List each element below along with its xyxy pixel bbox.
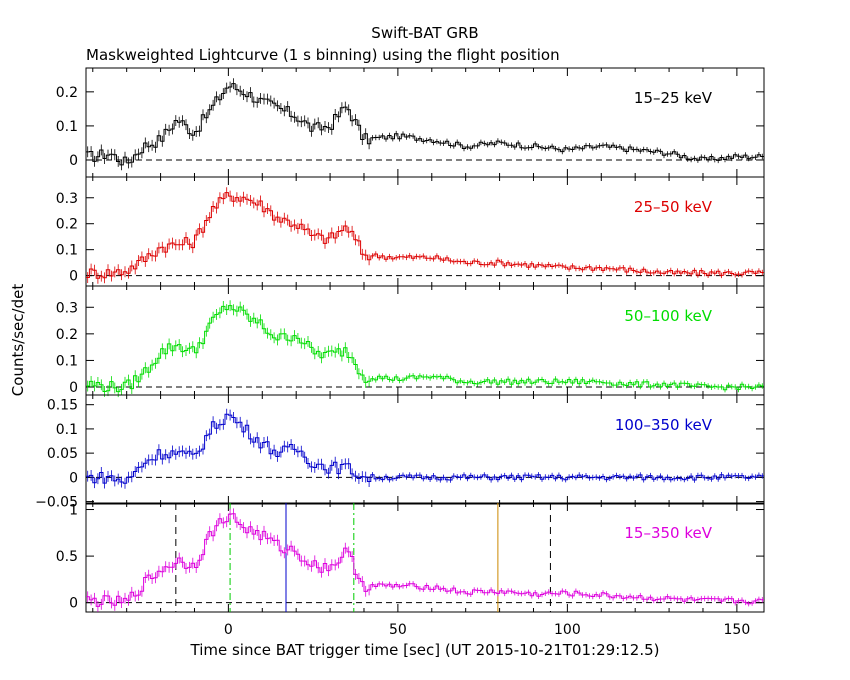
panel-5: 0 0.5 1 15–350 keV [56, 502, 765, 613]
band-label: 100–350 keV [615, 416, 713, 434]
y-tick-label: 0.2 [56, 327, 78, 343]
y-tick-label: 0 [69, 269, 78, 285]
panel-4: −0.05 0 0.05 0.1 0.15 100–350 keV [35, 394, 765, 511]
series-line [86, 83, 764, 166]
series-line [86, 513, 764, 607]
x-axis-label: Time since BAT trigger time [sec] (UT 20… [190, 641, 660, 659]
panel-frame [85, 67, 765, 178]
y-tick-label: 0.3 [56, 191, 78, 207]
band-label: 50–100 keV [624, 307, 712, 325]
y-tick-label: 0.15 [47, 398, 78, 414]
y-tick-label: 0 [69, 380, 78, 396]
y-tick-label: 0.1 [56, 353, 78, 369]
band-label: 15–25 keV [634, 89, 713, 107]
x-tick-label: 150 [724, 622, 751, 638]
panel-frame [85, 176, 765, 287]
y-tick-label: 0.1 [56, 422, 78, 438]
y-tick-label: 0.2 [56, 217, 78, 233]
y-tick-label: 0.3 [56, 300, 78, 316]
y-tick-label: 0.1 [56, 243, 78, 259]
chart-title: Swift-BAT GRB [371, 24, 478, 42]
chart-subtitle: Maskweighted Lightcurve (1 s binning) us… [86, 46, 560, 64]
x-tick-label: 0 [224, 622, 233, 638]
y-tick-label: 0.5 [56, 549, 78, 565]
x-tick-label: 50 [389, 622, 407, 638]
y-tick-label: 0.2 [56, 85, 78, 101]
y-tick-label: 0 [69, 153, 78, 169]
panel-frame [85, 285, 765, 396]
x-tick-labels: 0 50 100 150 [224, 622, 750, 638]
panel-1: 0 0.1 0.2 15–25 keV [56, 67, 765, 178]
band-label: 15–350 keV [624, 524, 712, 542]
series-error-bars [87, 187, 763, 284]
y-tick-label: 0.1 [56, 119, 78, 135]
series-line [86, 192, 764, 279]
panel-2: 0 0.1 0.2 0.3 25–50 keV [56, 176, 765, 287]
series-error-bars [87, 508, 763, 612]
y-axis-label: Counts/sec/det [9, 284, 27, 397]
panel-frame [85, 502, 765, 613]
y-tick-label: 1 [69, 503, 78, 519]
panel-frame [85, 394, 765, 505]
panel-3: 0 0.1 0.2 0.3 50–100 keV [56, 285, 765, 398]
series-error-bars [87, 408, 763, 489]
series-error-bars [87, 300, 763, 398]
y-tick-label: 0.05 [47, 446, 78, 462]
y-tick-label: 0 [69, 596, 78, 612]
series-error-bars [87, 78, 763, 171]
band-label: 25–50 keV [634, 198, 713, 216]
y-tick-label: 0 [69, 470, 78, 486]
y-tick-label: −0.05 [35, 495, 78, 511]
x-tick-label: 100 [554, 622, 581, 638]
